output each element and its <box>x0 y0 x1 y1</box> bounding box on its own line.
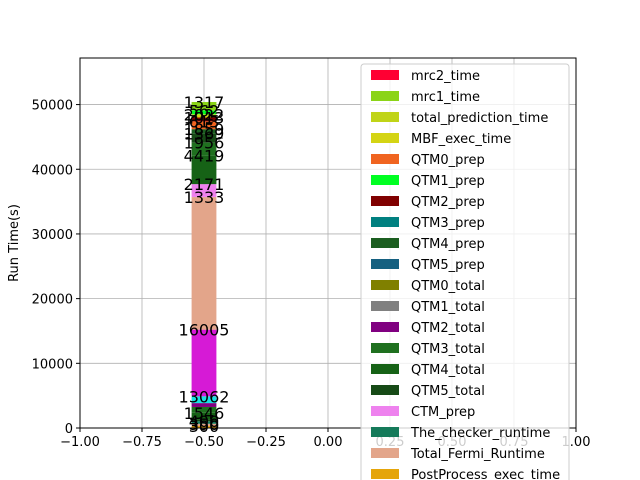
legend-label-14: QTM4_total <box>411 363 485 378</box>
legend-swatch-15 <box>371 385 399 395</box>
legend-swatch-5 <box>371 175 399 185</box>
x-tick-label: −0.75 <box>122 435 162 450</box>
legend-label-18: Total_Fermi_Runtime <box>410 447 545 462</box>
segment-label-2: 400 <box>189 412 220 431</box>
legend-swatch-9 <box>371 259 399 269</box>
bar-segment-15 <box>191 121 217 130</box>
bar-segment-19 <box>191 101 217 111</box>
legend-label-13: QTM3_total <box>411 342 485 357</box>
legend-swatch-3 <box>371 133 399 143</box>
legend-swatch-17 <box>371 427 399 437</box>
y-axis-title: Run Time(s) <box>7 204 22 282</box>
legend-box <box>360 63 570 480</box>
y-tick-label: 0 <box>65 422 73 437</box>
legend-swatch-19 <box>371 469 399 479</box>
segment-label-7: 13062 <box>179 387 230 406</box>
segment-label-16: 1013 <box>184 109 225 128</box>
legend-label-4: QTM0_prep <box>411 153 485 168</box>
segment-labels: 3003504001546130621600513332171441919561… <box>179 93 230 436</box>
legend-swatch-13 <box>371 343 399 353</box>
bar-segment-14 <box>191 129 217 134</box>
y-tick-label: 50000 <box>32 99 73 114</box>
bar-segment-10 <box>191 184 217 198</box>
bar-segment-13 <box>191 133 217 143</box>
legend-label-1: mrc1_time <box>411 90 480 105</box>
legend-label-6: QTM2_prep <box>411 195 485 210</box>
bar-segment-17 <box>191 114 217 118</box>
legend-swatch-4 <box>371 154 399 164</box>
legend-label-16: CTM_prep <box>411 405 475 420</box>
segment-label-19: 1317 <box>184 93 225 112</box>
legend-label-8: QTM4_prep <box>411 237 485 252</box>
legend-swatch-8 <box>371 238 399 248</box>
legend-swatch-7 <box>371 217 399 227</box>
segment-label-13: 1369 <box>184 125 225 144</box>
legend-swatch-18 <box>371 448 399 458</box>
bar-segment-3 <box>191 419 217 422</box>
legend-label-2: total_prediction_time <box>411 111 548 126</box>
segment-label-4: 1546 <box>184 404 225 423</box>
bar-segment-16 <box>191 117 217 122</box>
legend-swatch-11 <box>371 301 399 311</box>
x-tick-label: −0.50 <box>184 435 224 450</box>
bar-segment-2 <box>191 421 217 424</box>
legend-label-17: The_checker_runtime <box>410 426 550 441</box>
legend-swatch-16 <box>371 406 399 416</box>
bar-stack <box>191 101 217 428</box>
segment-label-10: 2171 <box>184 175 225 194</box>
segment-label-8: 16005 <box>179 321 230 340</box>
bar-segment-5 <box>191 406 217 413</box>
bar-segment-18 <box>191 110 217 115</box>
x-tick-label: −0.25 <box>246 435 286 450</box>
legend-swatch-2 <box>371 112 399 122</box>
segment-label-1: 350 <box>189 415 220 434</box>
segment-label-12: 1956 <box>184 134 225 153</box>
segment-label-0: 300 <box>189 417 220 436</box>
bar-segment-11 <box>191 155 217 185</box>
segment-label-17: 2022 <box>184 105 225 124</box>
legend-label-10: QTM0_total <box>411 279 485 294</box>
legend-label-7: QTM3_prep <box>411 216 485 231</box>
segment-label-9: 1333 <box>184 188 225 207</box>
legend-label-11: QTM1_total <box>411 300 485 315</box>
bar-segment-6 <box>191 403 217 407</box>
legend-label-5: QTM1_prep <box>411 174 485 189</box>
legend-label-9: QTM5_prep <box>411 258 485 273</box>
segment-label-14: 1859 <box>184 120 225 139</box>
legend-swatch-6 <box>371 196 399 206</box>
segment-label-11: 4419 <box>184 147 225 166</box>
y-tick-label: 10000 <box>32 357 73 372</box>
bar-segment-1 <box>191 423 217 427</box>
segment-label-18: 562 <box>189 101 220 120</box>
y-axis: 0 10000 20000 30000 40000 50000 <box>32 99 80 437</box>
bar-segment-8 <box>191 329 217 397</box>
legend-swatch-0 <box>371 70 399 80</box>
legend-label-12: QTM2_total <box>411 321 485 336</box>
bar-segment-0 <box>191 426 217 428</box>
bar-segment-9 <box>191 197 217 330</box>
x-tick-label: 0.00 <box>314 435 343 450</box>
legend-label-3: MBF_exec_time <box>411 132 511 147</box>
legend-label-15: QTM5_total <box>411 384 485 399</box>
legend-swatch-14 <box>371 364 399 374</box>
segment-label-15: 613 <box>189 112 220 131</box>
bar-segment-12 <box>191 142 217 156</box>
legend: mrc2_time mrc1_time total_prediction_time M… <box>360 63 570 480</box>
bar-segment-7 <box>191 396 217 404</box>
y-tick-label: 20000 <box>32 293 73 308</box>
x-tick-label: −1.00 <box>60 435 100 450</box>
legend-swatch-1 <box>371 91 399 101</box>
legend-swatch-12 <box>371 322 399 332</box>
bar-segment-4 <box>191 412 217 420</box>
y-tick-label: 30000 <box>32 228 73 243</box>
y-tick-label: 40000 <box>32 163 73 178</box>
legend-label-19: PostProcess_exec_time <box>411 468 560 480</box>
legend-swatch-10 <box>371 280 399 290</box>
legend-label-0: mrc2_time <box>411 69 480 84</box>
